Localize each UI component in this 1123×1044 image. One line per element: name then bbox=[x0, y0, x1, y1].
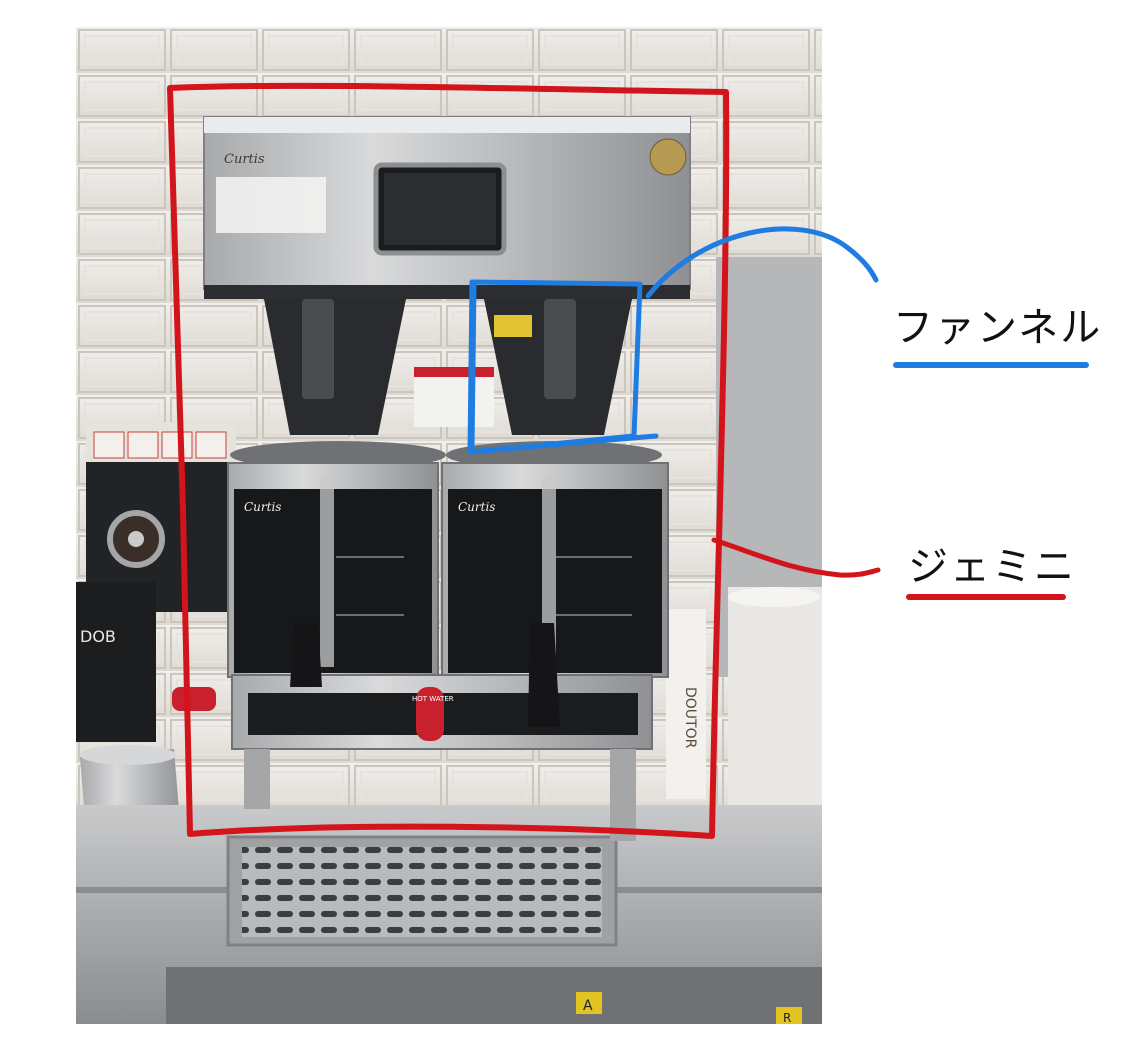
gemini-label: ジェミニ bbox=[908, 544, 1076, 590]
floor-mark-r: R bbox=[783, 1011, 791, 1024]
gemini-underline bbox=[906, 594, 1066, 600]
coffee-brewer-photo: DOUTOR DOB A R bbox=[76, 27, 822, 1024]
funnel-label: ファンネル bbox=[893, 305, 1103, 351]
brand-logo-left: Curtis bbox=[244, 500, 281, 514]
brand-logo-top: Curtis bbox=[224, 152, 265, 167]
canister-logo: DOB bbox=[80, 627, 116, 646]
cup-logo: DOUTOR bbox=[682, 687, 698, 749]
funnel-underline bbox=[893, 362, 1089, 368]
hot-water-label: HOT WATER bbox=[412, 695, 454, 703]
brand-logo-right: Curtis bbox=[458, 500, 495, 514]
floor-mark-a: A bbox=[583, 998, 593, 1014]
